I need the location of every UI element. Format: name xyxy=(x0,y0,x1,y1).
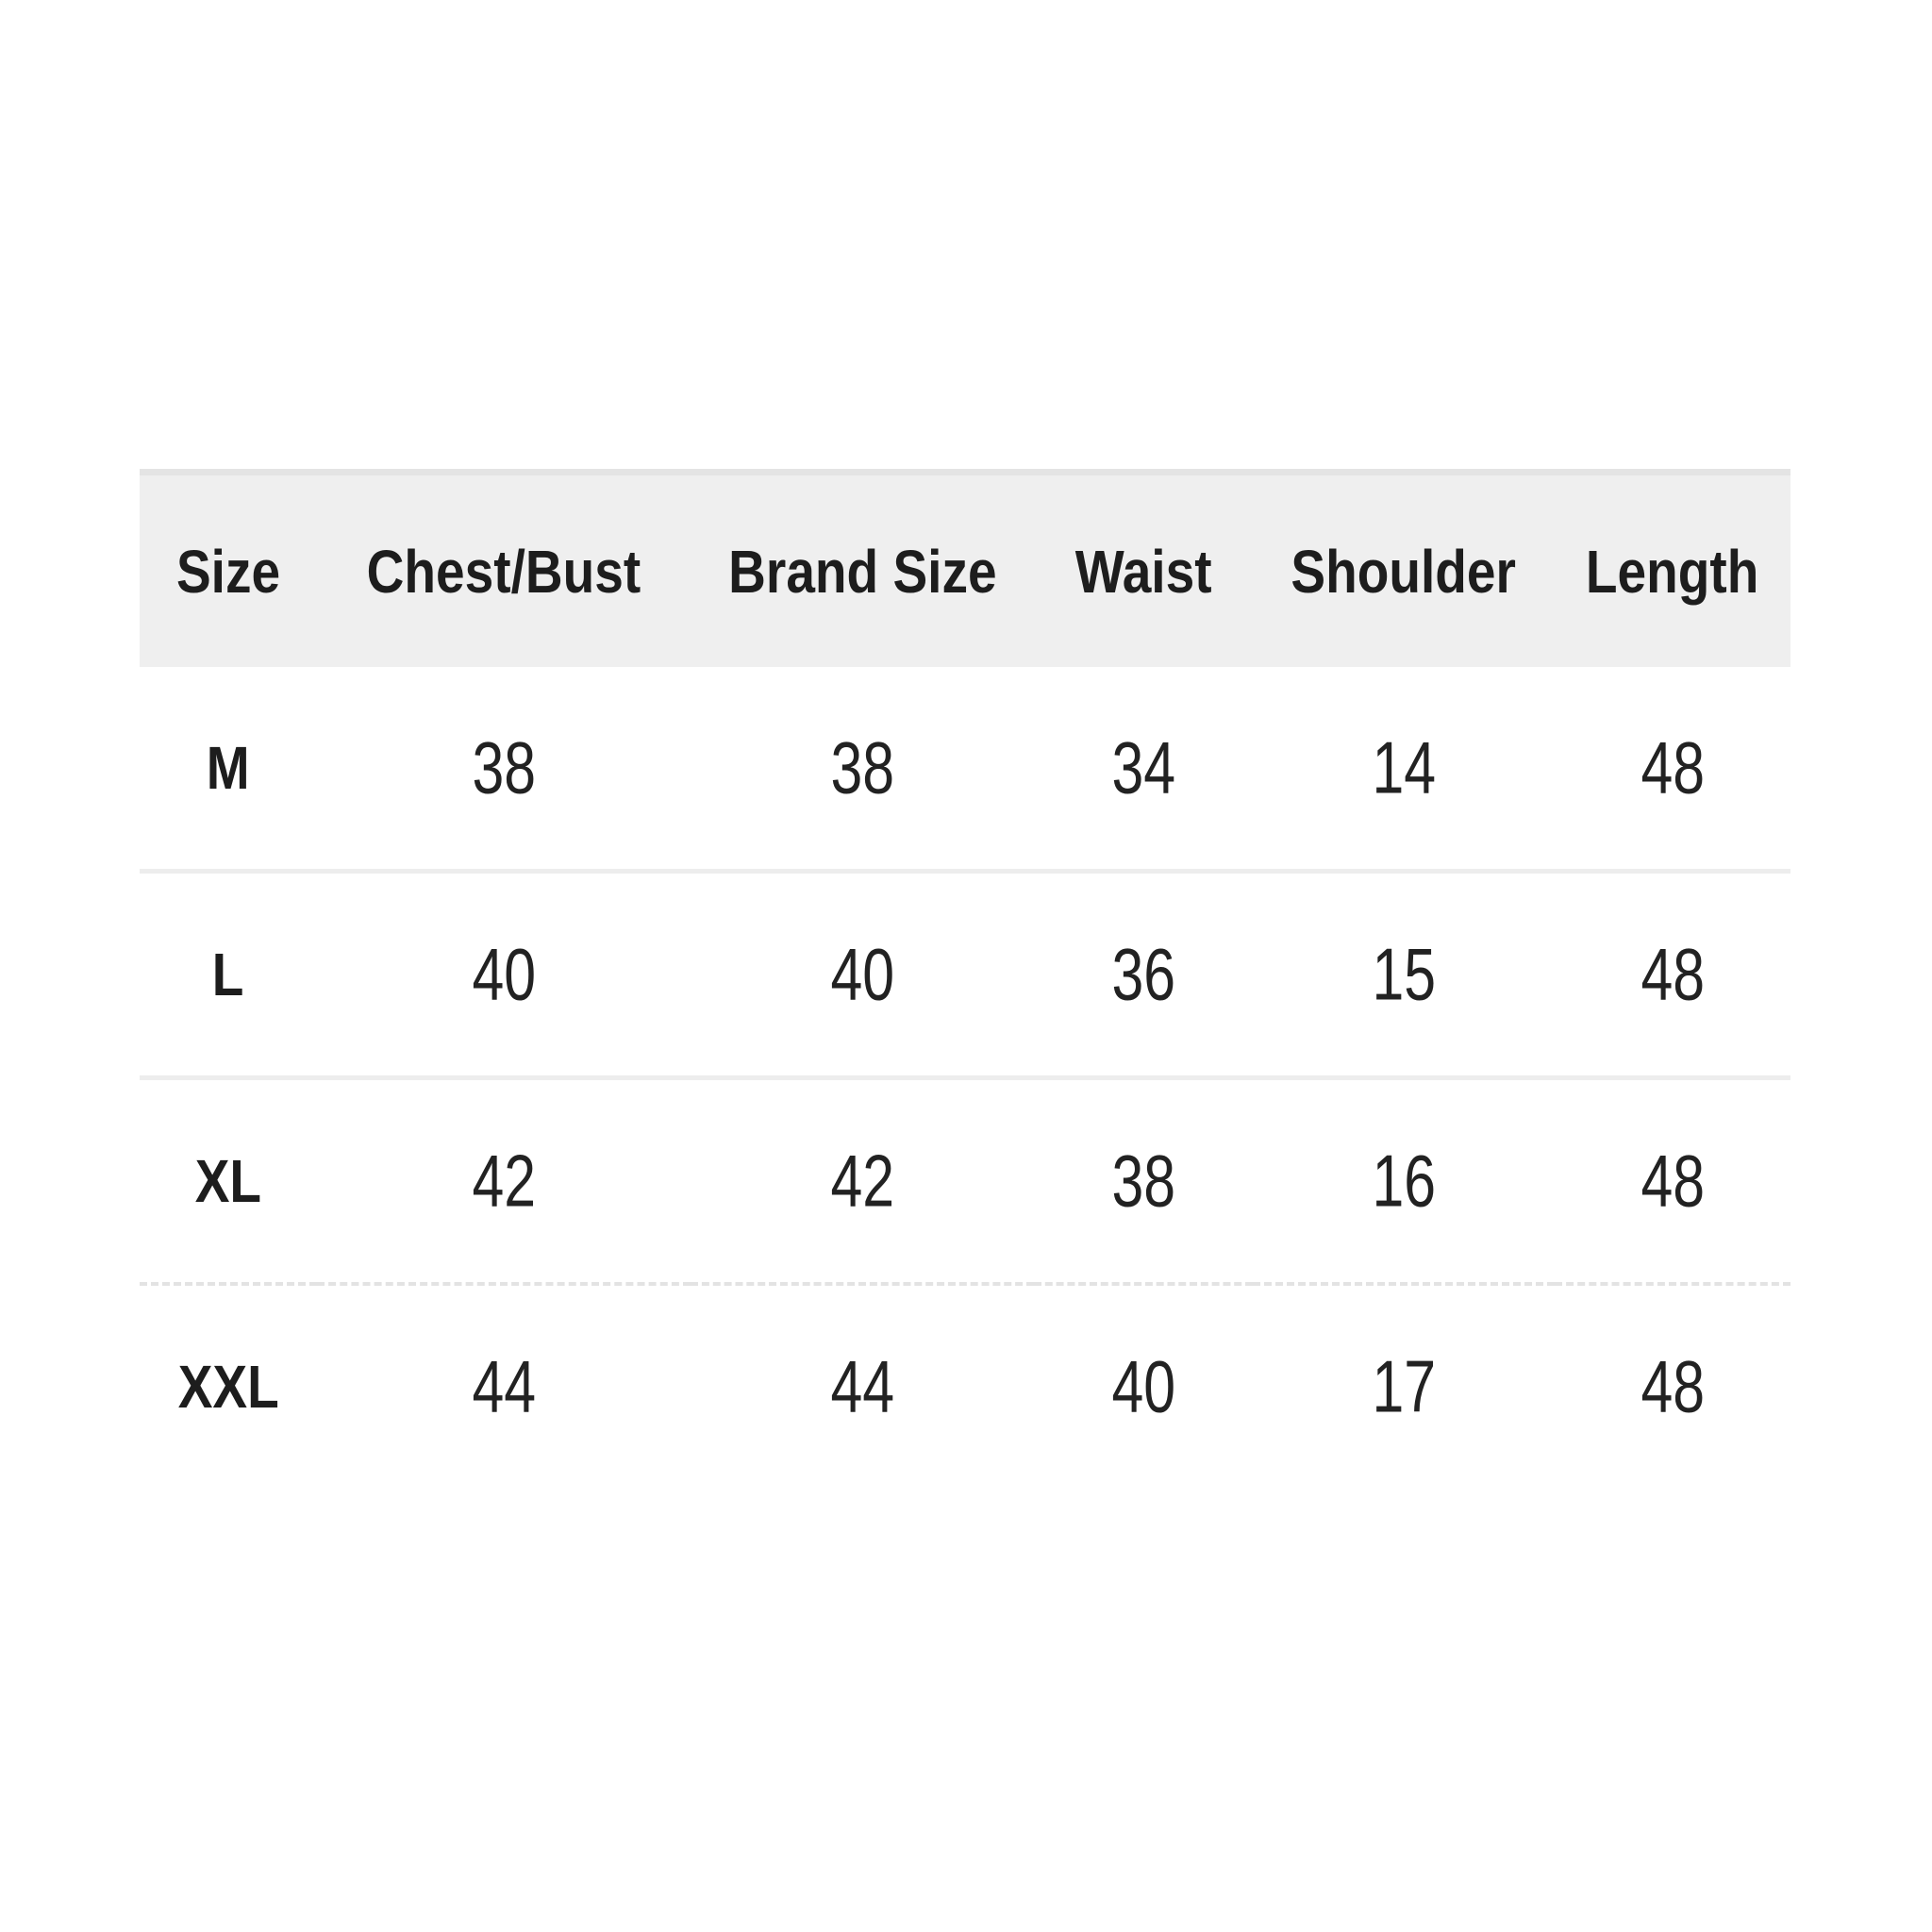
column-header-waist: Waist xyxy=(1034,469,1253,667)
measurement-value: 40 xyxy=(472,933,536,1016)
table-row-m: M 38 38 34 14 48 xyxy=(140,667,1790,872)
measurement-value: 38 xyxy=(1111,1140,1175,1223)
measurement-value-cell: 42 xyxy=(691,1075,1034,1284)
column-header-chest-bust: Chest/Bust xyxy=(317,469,691,667)
table-row-xl: XL 42 42 38 16 48 xyxy=(140,1075,1790,1284)
measurement-value-cell: 34 xyxy=(1034,667,1253,872)
measurement-value: 15 xyxy=(1372,933,1436,1016)
table-row-l: L 40 40 36 15 48 xyxy=(140,869,1790,1078)
size-label: L xyxy=(212,941,244,1008)
measurement-value: 48 xyxy=(1641,1140,1705,1223)
measurement-value: 48 xyxy=(1641,933,1705,1016)
column-header-label: Chest/Bust xyxy=(366,537,641,606)
measurement-value-cell: 48 xyxy=(1555,869,1790,1078)
size-label-cell: XXL xyxy=(140,1282,317,1488)
measurement-value-cell: 16 xyxy=(1253,1075,1555,1284)
measurement-value-cell: 48 xyxy=(1555,1075,1790,1284)
measurement-value: 42 xyxy=(472,1140,536,1223)
measurement-value-cell: 40 xyxy=(317,869,691,1078)
table-row-xxl: XXL 44 44 40 17 48 xyxy=(140,1282,1790,1488)
measurement-value-cell: 44 xyxy=(317,1282,691,1488)
column-header-size: Size xyxy=(140,469,317,667)
column-header-label: Brand Size xyxy=(727,537,997,606)
measurement-value-cell: 38 xyxy=(317,667,691,872)
column-header-label: Size xyxy=(175,537,281,606)
column-header-label: Shoulder xyxy=(1291,537,1517,606)
measurement-value: 34 xyxy=(1111,726,1175,809)
measurement-value-cell: 14 xyxy=(1253,667,1555,872)
measurement-value: 38 xyxy=(472,726,536,809)
size-chart-table: Size Chest/Bust Brand Size Waist Shoulder Len… xyxy=(140,469,1790,1488)
measurement-value-cell: 17 xyxy=(1253,1282,1555,1488)
size-label: M xyxy=(207,734,250,802)
column-header-length: Length xyxy=(1555,469,1790,667)
measurement-value-cell: 15 xyxy=(1253,869,1555,1078)
measurement-value: 42 xyxy=(830,1140,894,1223)
measurement-value: 48 xyxy=(1641,1345,1705,1428)
column-header-shoulder: Shoulder xyxy=(1253,469,1555,667)
measurement-value: 44 xyxy=(830,1345,894,1428)
size-label-cell: XL xyxy=(140,1075,317,1284)
measurement-value-cell: 38 xyxy=(691,667,1034,872)
measurement-value-cell: 42 xyxy=(317,1075,691,1284)
measurement-value: 40 xyxy=(830,933,894,1016)
measurement-value: 38 xyxy=(830,726,894,809)
column-header-brand-size: Brand Size xyxy=(691,469,1034,667)
measurement-value-cell: 40 xyxy=(691,869,1034,1078)
measurement-value: 16 xyxy=(1372,1140,1436,1223)
size-label: XL xyxy=(194,1147,262,1215)
measurement-value-cell: 48 xyxy=(1555,667,1790,872)
measurement-value-cell: 48 xyxy=(1555,1282,1790,1488)
column-header-label: Waist xyxy=(1074,537,1212,606)
measurement-value-cell: 40 xyxy=(1034,1282,1253,1488)
measurement-value: 44 xyxy=(472,1345,536,1428)
measurement-value-cell: 36 xyxy=(1034,869,1253,1078)
measurement-value: 14 xyxy=(1372,726,1436,809)
header-row: Size Chest/Bust Brand Size Waist Shoulder Len… xyxy=(140,469,1790,667)
measurement-value: 40 xyxy=(1111,1345,1175,1428)
measurement-value: 17 xyxy=(1372,1345,1436,1428)
size-label: XXL xyxy=(177,1353,279,1421)
measurement-value: 48 xyxy=(1641,726,1705,809)
measurement-value: 36 xyxy=(1111,933,1175,1016)
size-label-cell: L xyxy=(140,869,317,1078)
size-label-cell: M xyxy=(140,667,317,872)
measurement-value-cell: 44 xyxy=(691,1282,1034,1488)
measurement-value-cell: 38 xyxy=(1034,1075,1253,1284)
column-header-label: Length xyxy=(1586,537,1759,606)
